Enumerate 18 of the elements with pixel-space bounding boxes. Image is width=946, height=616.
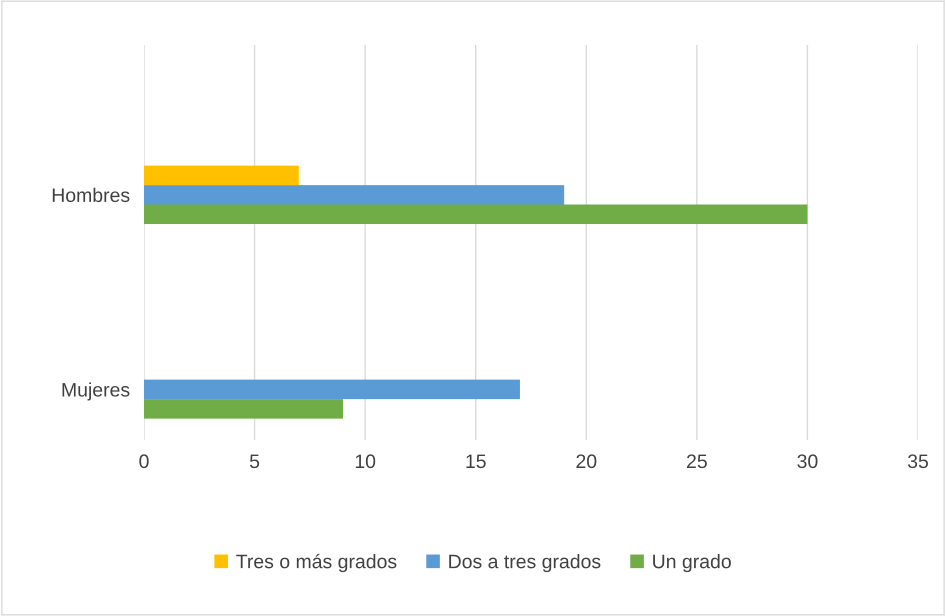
y-tick-label: Mujeres [62, 382, 130, 400]
legend-label: Dos a tres grados [449, 554, 600, 572]
x-tick-label: 15 [466, 454, 486, 468]
y-tick-label: Hombres [52, 188, 130, 202]
bar [144, 185, 564, 205]
legend-label: Tres o más grados [236, 554, 396, 572]
x-tick-label: 20 [576, 454, 596, 468]
x-tick-label: 30 [797, 454, 818, 468]
bar [144, 380, 520, 400]
bar [144, 166, 299, 186]
bar [144, 399, 344, 419]
bar [144, 204, 808, 224]
x-tick-label: 25 [687, 454, 707, 468]
x-tick-label: 5 [250, 454, 260, 468]
x-tick-label: 35 [908, 454, 928, 468]
x-tick-label: 0 [139, 454, 149, 468]
x-tick-label: 10 [356, 454, 376, 468]
legend-label: Un grado [653, 554, 731, 572]
